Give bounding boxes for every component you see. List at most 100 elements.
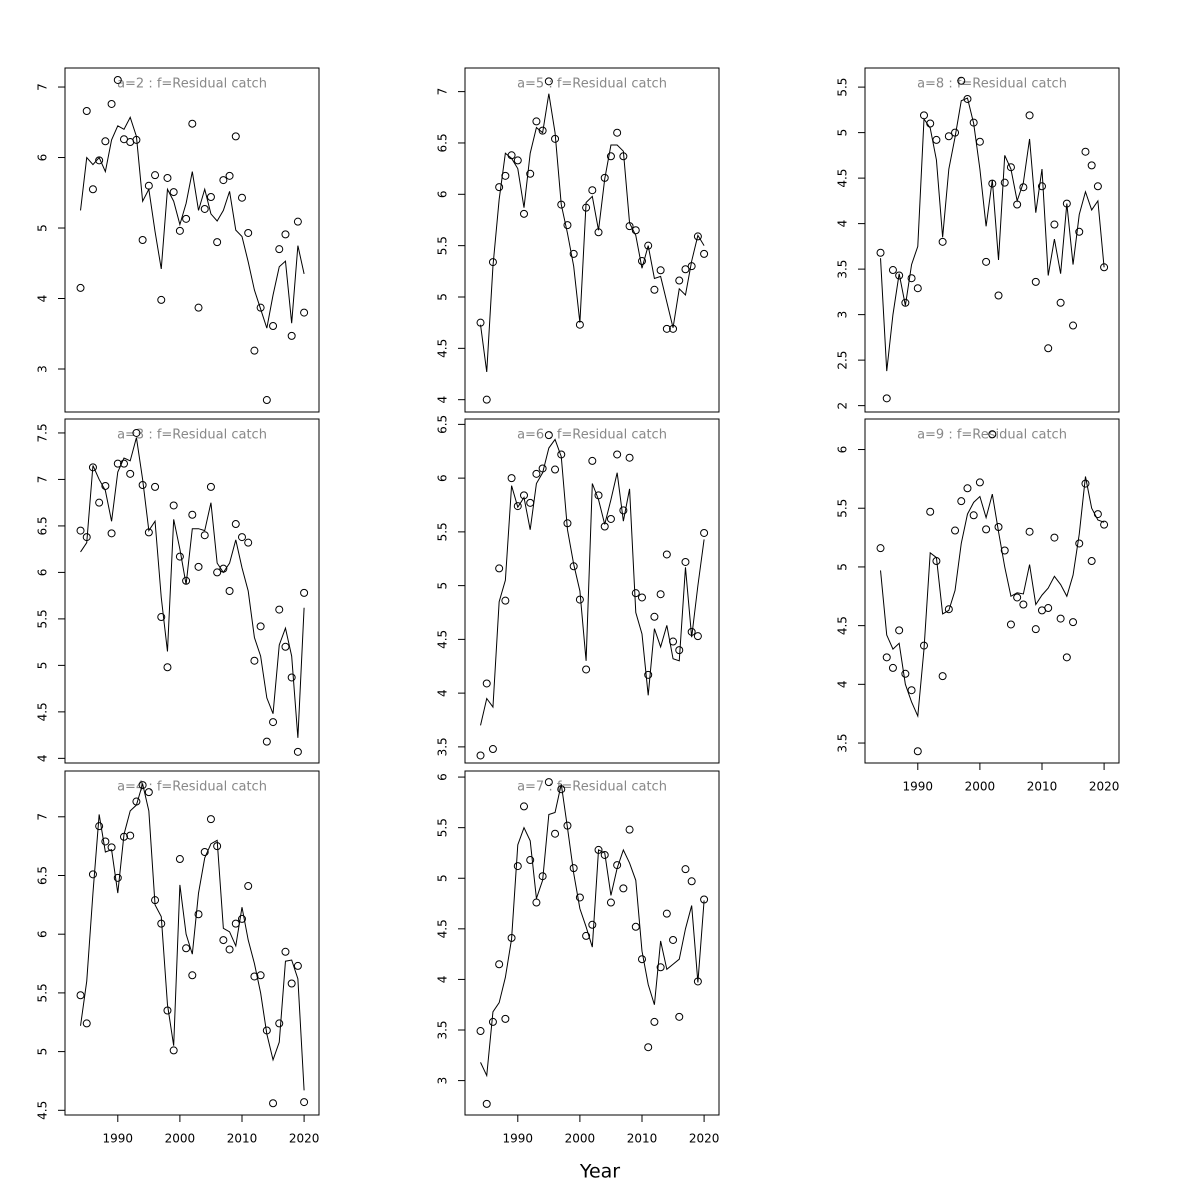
data-point (219, 176, 228, 185)
data-point (119, 459, 128, 468)
data-point (225, 171, 234, 180)
panel-frame (64, 418, 320, 764)
data-point (669, 935, 678, 944)
data-point (507, 474, 516, 483)
data-point (88, 870, 97, 879)
data-point (606, 898, 615, 907)
x-tick-label: 2020 (1089, 780, 1120, 794)
data-point (250, 656, 259, 665)
panel-title: a=9 : f=Residual catch (917, 428, 1067, 443)
data-point (300, 308, 309, 317)
y-tick-label: 5.5 (436, 236, 450, 255)
data-point (982, 257, 991, 266)
data-point (907, 686, 916, 695)
data-point (681, 865, 690, 874)
y-tick-label: 7 (36, 813, 50, 821)
data-point (269, 718, 278, 727)
data-point (662, 324, 671, 333)
panel-frame (464, 770, 720, 1116)
data-point (82, 107, 91, 115)
data-point (132, 428, 141, 437)
data-point (501, 1014, 510, 1023)
data-point (913, 747, 922, 756)
data-point (101, 481, 110, 490)
data-point (888, 266, 897, 275)
data-point (206, 482, 215, 491)
data-point (606, 152, 615, 161)
data-point (200, 531, 209, 540)
y-tick-label: 6.5 (36, 866, 50, 885)
data-point (532, 898, 541, 907)
data-point (113, 873, 122, 882)
data-point (1081, 147, 1090, 156)
fit-line (80, 437, 305, 738)
data-point (926, 507, 935, 516)
data-point (281, 642, 290, 651)
data-point (231, 919, 240, 928)
data-point (1031, 625, 1040, 634)
data-point (1044, 604, 1053, 613)
data-point (662, 909, 671, 918)
data-point (157, 295, 166, 304)
y-tick-label: 3 (36, 365, 50, 373)
y-tick-label: 5.5 (836, 499, 850, 518)
y-tick-label: 5 (836, 129, 850, 137)
x-tick-label: 1990 (503, 1132, 534, 1146)
data-point (1069, 618, 1078, 627)
panel-frame (464, 418, 720, 764)
data-point (82, 1019, 91, 1028)
data-point (1056, 614, 1065, 623)
data-point (513, 156, 522, 165)
data-point (919, 111, 928, 120)
data-point (76, 283, 85, 292)
data-point (101, 137, 110, 146)
data-point (1013, 593, 1022, 602)
data-point (107, 99, 116, 108)
fit-line (80, 116, 305, 329)
y-tick-label: 4.5 (36, 1101, 50, 1120)
data-point (244, 882, 253, 891)
y-tick-label: 7 (36, 83, 50, 91)
y-tick-label: 4 (436, 976, 450, 984)
y-tick-label: 5 (36, 662, 50, 670)
data-point (963, 94, 972, 103)
data-point (95, 498, 104, 507)
data-point (982, 525, 991, 534)
y-tick-label: 6.5 (36, 516, 50, 535)
data-point (600, 850, 609, 859)
data-point (157, 613, 166, 622)
data-point (482, 1099, 491, 1108)
y-tick-label: 5.5 (36, 609, 50, 628)
y-tick-label: 6 (436, 474, 450, 482)
data-point (637, 955, 646, 964)
x-tick-label: 2010 (227, 1132, 258, 1146)
panel-title: a=7 : f=Residual catch (517, 780, 667, 795)
data-point (188, 971, 197, 980)
data-point (1075, 227, 1084, 236)
data-point (293, 217, 302, 226)
y-tick-label: 6.5 (436, 133, 450, 152)
data-point (526, 169, 535, 178)
data-point (225, 587, 234, 595)
data-point (519, 209, 528, 218)
data-point (876, 544, 885, 553)
panel-title: a=2 : f=Residual catch (117, 77, 267, 92)
y-tick-label: 4 (436, 396, 450, 404)
data-point (1069, 321, 1078, 330)
data-point (293, 747, 302, 756)
data-point (237, 193, 246, 202)
data-point (582, 931, 591, 940)
fit-line (880, 97, 1105, 372)
y-tick-label: 4 (836, 220, 850, 228)
fit-line (480, 93, 705, 373)
panel-title: a=4 : f=Residual catch (117, 780, 267, 795)
fit-line (480, 438, 705, 726)
data-point (681, 557, 690, 566)
panel-title: a=3 : f=Residual catch (117, 428, 267, 443)
x-tick-label: 2000 (965, 780, 996, 794)
data-point (213, 238, 222, 247)
data-point (662, 550, 671, 559)
data-point (95, 822, 104, 831)
data-point (138, 236, 147, 244)
x-tick-label: 2010 (1027, 780, 1058, 794)
